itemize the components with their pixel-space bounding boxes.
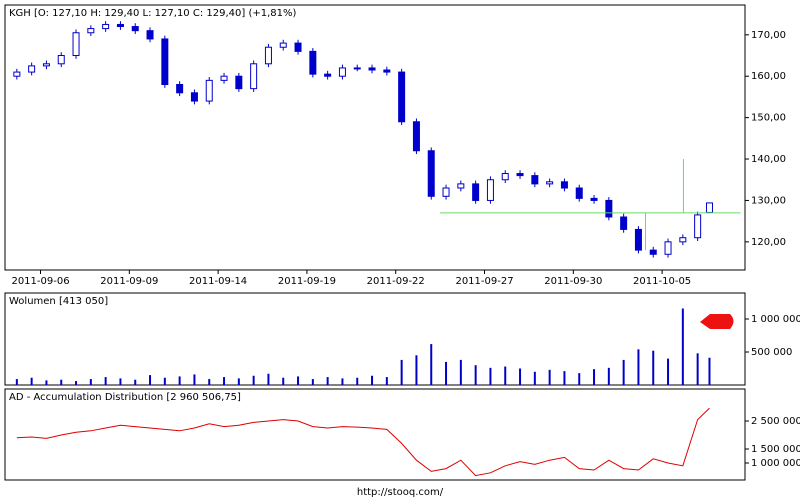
candle-body xyxy=(190,92,198,102)
candle-body xyxy=(146,30,154,40)
candle-body xyxy=(324,73,332,77)
x-tick-label: 2011-09-09 xyxy=(100,276,158,287)
candle-body xyxy=(679,237,687,243)
candle-body xyxy=(620,216,628,230)
candle-body xyxy=(87,28,95,34)
candle-body xyxy=(664,241,672,255)
candle-body xyxy=(220,75,228,81)
candle-body xyxy=(383,69,391,73)
candle-body xyxy=(294,42,302,52)
ad-panel xyxy=(4,388,746,481)
candle-body xyxy=(472,183,480,201)
candle-body xyxy=(205,79,213,102)
candle-body xyxy=(235,75,243,90)
y-tick-label: 1 000 000 xyxy=(751,458,800,469)
ad-line xyxy=(16,407,710,477)
red-arrow xyxy=(700,314,734,329)
candle-body xyxy=(412,121,420,152)
candle-body xyxy=(516,173,524,177)
candle-body xyxy=(486,179,494,201)
x-tick-label: 2011-09-22 xyxy=(367,276,425,287)
candle-body xyxy=(560,181,568,189)
y-tick-label: 140,00 xyxy=(751,154,786,165)
candle-body xyxy=(368,67,376,71)
candle-body xyxy=(57,55,65,65)
candle-body xyxy=(427,150,435,197)
candle-body xyxy=(546,181,554,185)
candle-body xyxy=(28,65,36,73)
candle-body xyxy=(353,67,361,70)
candle-body xyxy=(250,63,258,90)
candle-body xyxy=(116,23,124,28)
candle-body xyxy=(590,197,598,201)
footer: http://stooq.com/ xyxy=(357,487,444,498)
candle-body xyxy=(102,23,110,30)
price-panel xyxy=(4,4,746,271)
candle-body xyxy=(131,26,139,32)
x-tick-label: 2011-09-30 xyxy=(544,276,602,287)
y-tick-label: 170,00 xyxy=(751,30,786,41)
y-tick-label: 2 500 000 xyxy=(751,416,800,427)
candle-body xyxy=(279,42,287,48)
y-tick-label: 1 000 000 xyxy=(751,314,800,325)
x-tick-label: 2011-09-06 xyxy=(11,276,69,287)
candle-body xyxy=(705,202,713,213)
y-tick-label: 150,00 xyxy=(751,113,786,124)
candle-body xyxy=(13,71,21,77)
candle-body xyxy=(72,32,80,57)
candle-body xyxy=(442,187,450,197)
candle-body xyxy=(176,84,184,94)
y-tick-label: 1 500 000 xyxy=(751,444,800,455)
panel-title: Wolumen [413 050] xyxy=(9,296,108,307)
candle-body xyxy=(457,183,465,189)
volume-panel xyxy=(4,292,746,386)
candle-body xyxy=(398,71,406,123)
candle-body xyxy=(575,187,583,199)
y-tick-label: 160,00 xyxy=(751,71,786,82)
panel-title: AD - Accumulation Distribution [2 960 50… xyxy=(9,392,241,403)
candle-body xyxy=(264,46,272,65)
y-tick-label: 120,00 xyxy=(751,237,786,248)
y-tick-label: 130,00 xyxy=(751,195,786,206)
candle-body xyxy=(694,214,702,239)
x-tick-label: 2011-10-05 xyxy=(633,276,691,287)
candle-body xyxy=(42,63,50,67)
candle-body xyxy=(501,173,509,181)
candle-body xyxy=(605,199,613,218)
panel-title: KGH [O: 127,10 H: 129,40 L: 127,10 C: 12… xyxy=(9,8,296,19)
candle-body xyxy=(634,228,642,251)
x-tick-label: 2011-09-14 xyxy=(189,276,247,287)
x-tick-label: 2011-09-27 xyxy=(455,276,513,287)
candle-body xyxy=(649,249,657,255)
y-tick-label: 500 000 xyxy=(751,347,792,358)
x-tick-label: 2011-09-19 xyxy=(278,276,336,287)
candle-body xyxy=(309,50,317,75)
candle-body xyxy=(531,175,539,185)
candle-body xyxy=(338,67,346,77)
candle-body xyxy=(161,38,169,85)
